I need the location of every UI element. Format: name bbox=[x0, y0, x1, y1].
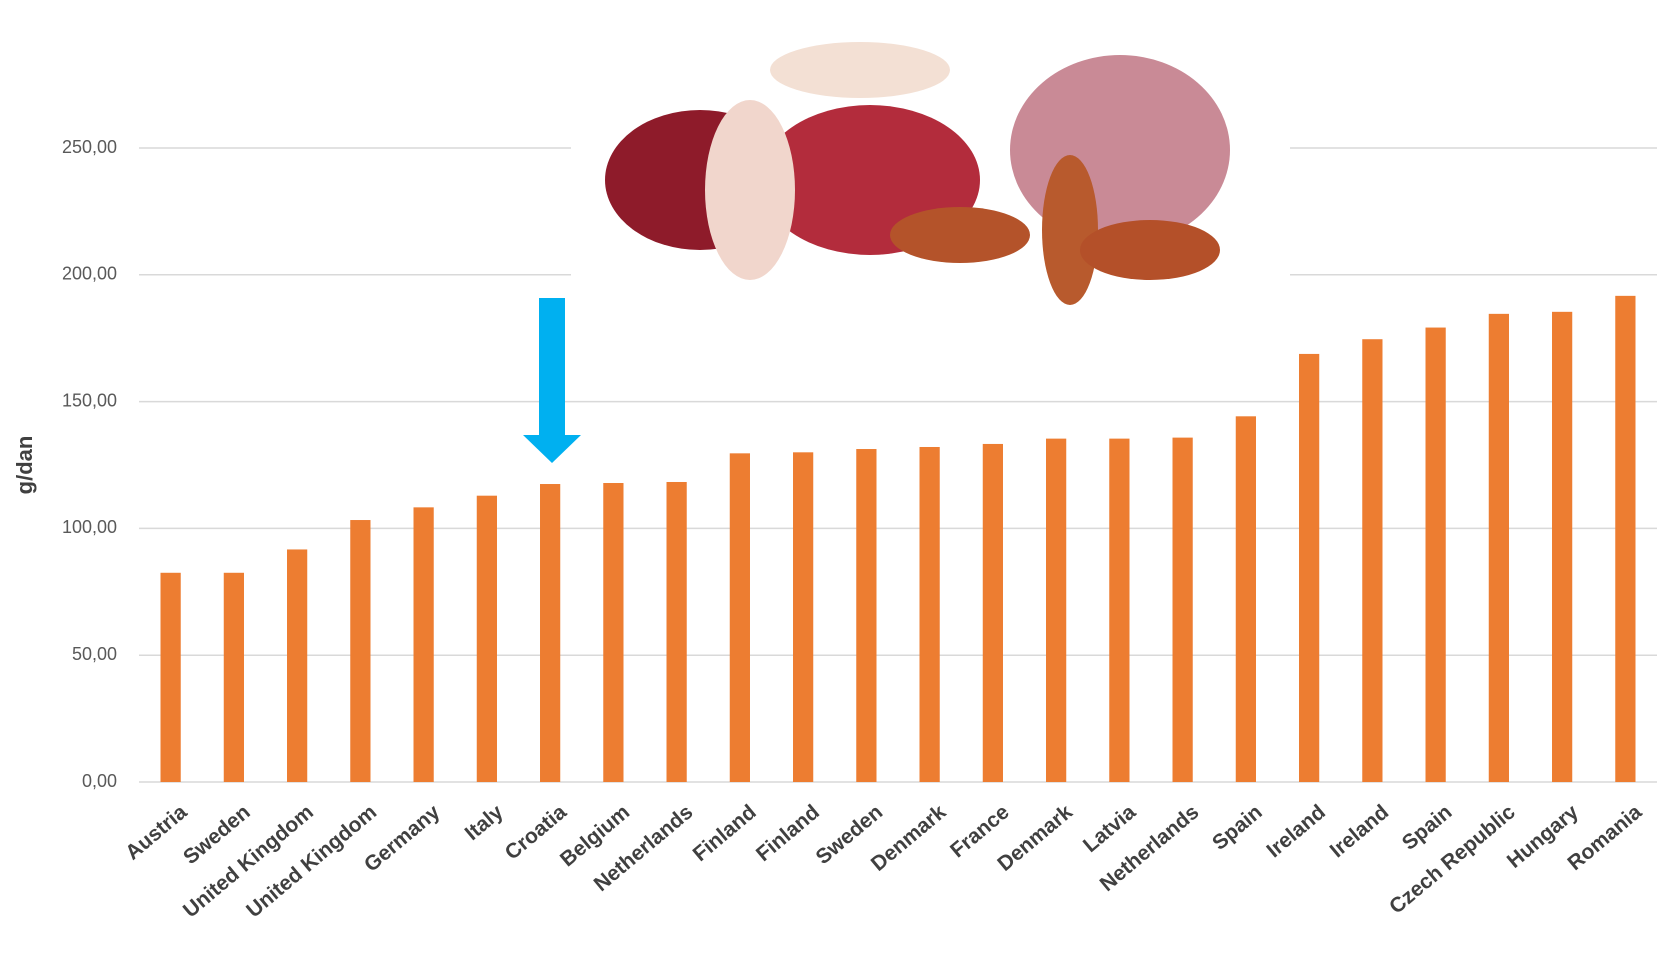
x-tick-label: Ireland bbox=[1326, 800, 1394, 862]
y-axis-label: g/dan bbox=[12, 436, 37, 495]
x-tick-label: Spain bbox=[1208, 800, 1267, 854]
x-tick-label: Finland bbox=[689, 800, 761, 866]
bar bbox=[350, 520, 371, 782]
bar bbox=[793, 452, 814, 782]
x-tick-label: Ireland bbox=[1262, 800, 1330, 862]
bar bbox=[413, 507, 434, 782]
bar bbox=[982, 443, 1003, 782]
y-tick-label: 250,00 bbox=[62, 137, 117, 157]
bar bbox=[1172, 437, 1193, 782]
y-tick-label: 50,00 bbox=[72, 644, 117, 664]
bar bbox=[856, 449, 877, 782]
bar bbox=[1046, 438, 1067, 782]
bar bbox=[603, 483, 624, 782]
bar bbox=[1425, 327, 1446, 782]
x-tick-label: Italy bbox=[461, 800, 508, 845]
bar bbox=[287, 549, 308, 782]
bar bbox=[476, 495, 497, 782]
meat-photo bbox=[571, 0, 1290, 320]
bar bbox=[540, 484, 561, 782]
x-tick-label: Spain bbox=[1398, 800, 1457, 854]
y-tick-label: 200,00 bbox=[62, 264, 117, 284]
bar bbox=[1235, 416, 1256, 782]
x-tick-label: Finland bbox=[752, 800, 824, 866]
bar bbox=[1615, 295, 1636, 782]
y-tick-label: 100,00 bbox=[62, 517, 117, 537]
y-tick-label: 0,00 bbox=[82, 771, 117, 791]
y-tick-label: 150,00 bbox=[62, 390, 117, 410]
bar bbox=[666, 481, 687, 782]
bar bbox=[1488, 313, 1509, 782]
bar bbox=[729, 453, 750, 782]
bar bbox=[160, 572, 181, 782]
bar bbox=[919, 446, 940, 782]
arrow bbox=[523, 298, 581, 463]
bar bbox=[1109, 438, 1130, 782]
bar bbox=[223, 572, 244, 782]
bar bbox=[1299, 353, 1320, 782]
bar bbox=[1362, 339, 1383, 782]
bar bbox=[1552, 311, 1573, 782]
